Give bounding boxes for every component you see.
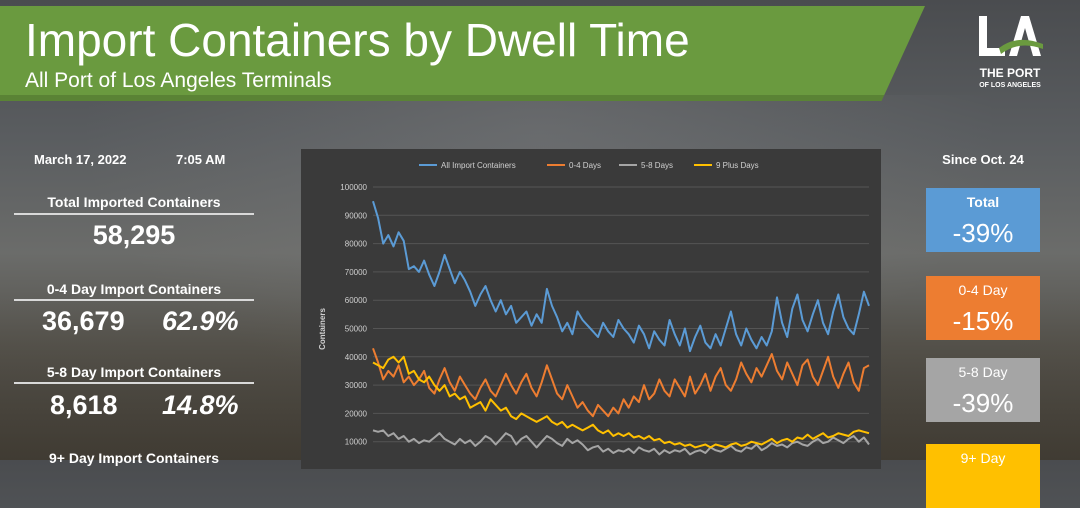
series-line (372, 347, 870, 418)
y-tick-label: 20000 (345, 409, 368, 418)
legend-label: 5-8 Days (641, 161, 673, 170)
days-5-8-value: 8,618 (50, 390, 118, 420)
port-logo: THE PORT OF LOS ANGELES (965, 12, 1055, 96)
divider (14, 213, 254, 215)
days-5-8-percent: 14.8% (162, 390, 239, 420)
y-tick-label: 40000 (345, 353, 368, 362)
divider (14, 382, 254, 384)
logo-line-1: THE PORT (979, 66, 1041, 80)
series-line (372, 429, 870, 456)
days-0-4-percent: 62.9% (162, 306, 239, 336)
divider (14, 299, 254, 301)
la-logo-icon (979, 16, 1043, 56)
y-tick-label: 100000 (340, 183, 367, 192)
days-0-4-label: 0-4 Day Import Containers (46, 281, 222, 297)
kpi-value: -39% (952, 388, 1014, 418)
y-tick-label: 70000 (345, 268, 368, 277)
kpi-card: 9+ Day (926, 444, 1040, 508)
days-5-8-label: 5-8 Day Import Containers (46, 364, 222, 380)
y-tick-label: 90000 (345, 211, 368, 220)
since-label: Since Oct. 24 (942, 152, 1024, 167)
kpi-card: Total -39% (926, 188, 1040, 252)
kpi-card: 0-4 Day -15% (926, 276, 1040, 340)
days-0-4-value: 36,679 (42, 306, 125, 336)
y-tick-label: 60000 (345, 296, 368, 305)
y-tick-label: 80000 (345, 240, 368, 249)
report-time: 7:05 AM (176, 152, 226, 167)
kpi-label: 9+ Day (960, 450, 1006, 466)
y-tick-label: 30000 (345, 381, 368, 390)
series-line (372, 355, 870, 449)
y-axis-label: Containers (318, 308, 327, 350)
legend-label: 9 Plus Days (716, 161, 759, 170)
report-date: March 17, 2022 (34, 152, 127, 167)
logo-line-2: OF LOS ANGELES (979, 82, 1041, 89)
kpi-value: -15% (952, 306, 1014, 336)
kpi-label: 5-8 Day (958, 364, 1008, 380)
line-chart: 100000 90000 80000 70000 60000 50000 40000 3000… (318, 161, 870, 456)
dwell-time-chart: 100000 90000 80000 70000 60000 50000 40000 3000… (301, 149, 881, 469)
kpi-value: -39% (952, 218, 1014, 248)
y-tick-label: 10000 (345, 438, 368, 447)
page-title: Import Containers by Dwell Time (25, 14, 690, 66)
days-9-label: 9+ Day Import Containers (49, 450, 219, 466)
kpi-card: 5-8 Day -39% (926, 358, 1040, 422)
kpi-label: Total (966, 194, 1000, 210)
total-value: 58,295 (92, 220, 176, 250)
title-banner (0, 6, 925, 101)
series-line (372, 200, 870, 353)
page-subtitle: All Port of Los Angeles Terminals (25, 69, 332, 92)
legend-label: 0-4 Days (569, 161, 601, 170)
y-tick-label: 50000 (345, 325, 368, 334)
kpi-label: 0-4 Day (958, 282, 1008, 298)
legend-label: All Import Containers (441, 161, 516, 170)
total-label: Total Imported Containers (47, 194, 221, 210)
